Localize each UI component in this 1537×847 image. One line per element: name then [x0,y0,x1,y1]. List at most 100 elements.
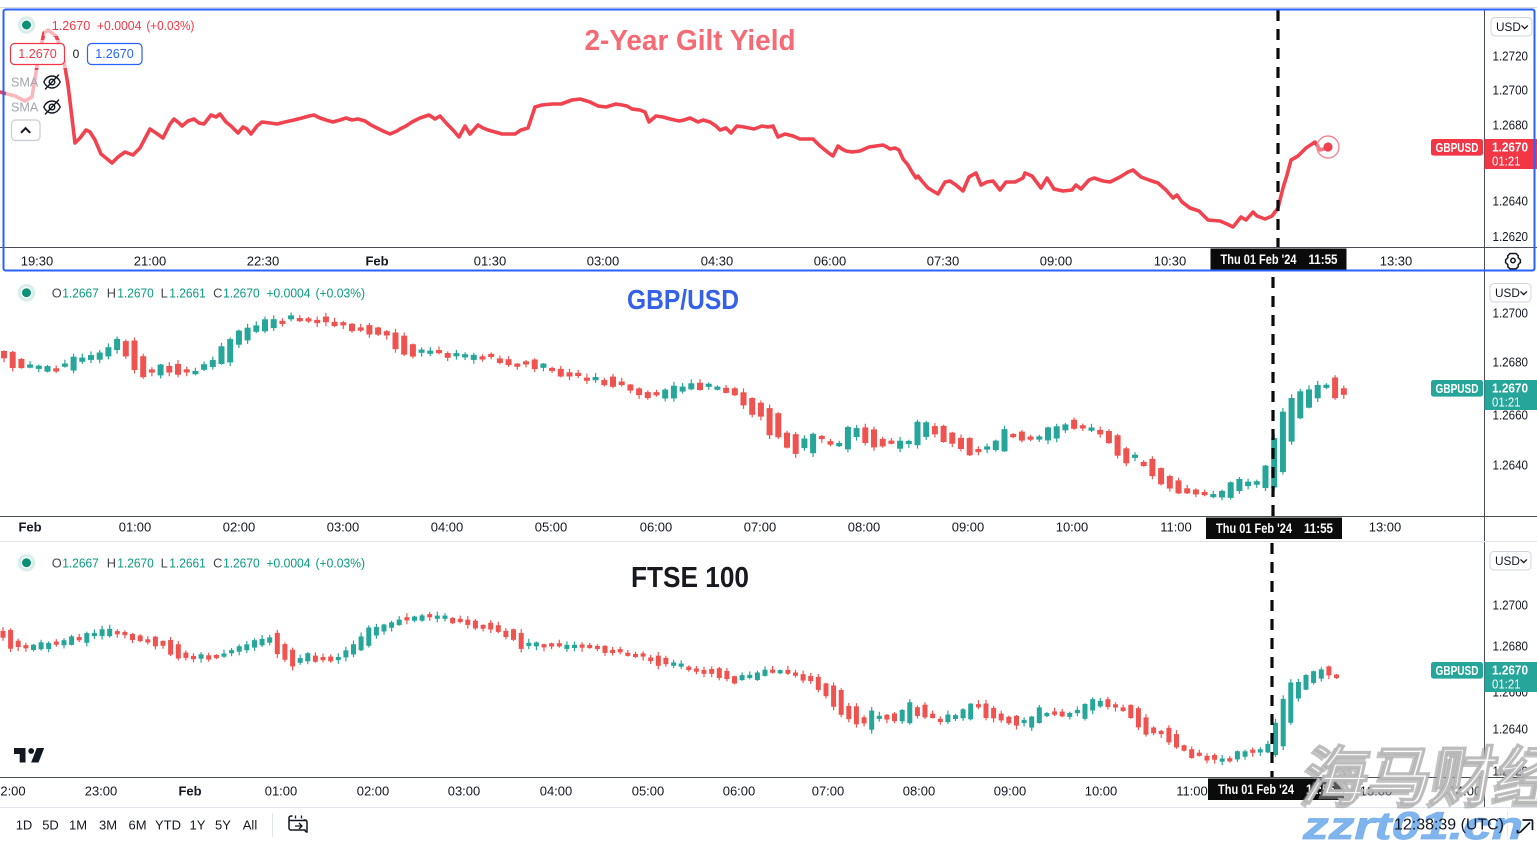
svg-text:1.2720: 1.2720 [1493,49,1529,64]
svg-text:L: L [161,286,168,301]
svg-text:02:00: 02:00 [357,784,390,799]
svg-text:YTD: YTD [155,818,181,833]
svg-text:12:38:39 (UTC): 12:38:39 (UTC) [1394,817,1504,834]
svg-text:04:30: 04:30 [701,254,734,269]
svg-text:1.2670: 1.2670 [52,19,91,33]
svg-text:07:30: 07:30 [927,254,960,269]
svg-text:SMA: SMA [11,101,39,115]
svg-text:2:00: 2:00 [0,784,25,799]
svg-text:07:00: 07:00 [744,520,777,535]
svg-text:1.2670: 1.2670 [18,47,57,61]
svg-text:Feb: Feb [365,254,388,269]
svg-text:09:00: 09:00 [994,784,1027,799]
svg-text:+0.0004: +0.0004 [267,556,311,571]
svg-text:USD: USD [1495,554,1520,568]
svg-text:09:00: 09:00 [952,520,985,535]
svg-text:C: C [213,556,222,571]
svg-text:1.2667: 1.2667 [62,556,99,571]
svg-text:03:00: 03:00 [327,520,360,535]
svg-text:+0.0004: +0.0004 [97,19,141,33]
svg-text:05:00: 05:00 [535,520,568,535]
svg-text:1.2640: 1.2640 [1493,722,1529,737]
svg-text:10:30: 10:30 [1154,254,1187,269]
svg-text:(+0.03%): (+0.03%) [316,286,366,301]
svg-text:01:21: 01:21 [1492,395,1521,409]
svg-text:01:00: 01:00 [119,520,152,535]
svg-text:04:00: 04:00 [431,520,464,535]
svg-text:07:00: 07:00 [812,784,845,799]
svg-text:GBPUSD: GBPUSD [1436,382,1479,396]
svg-text:(+0.03%): (+0.03%) [146,19,194,33]
svg-text:+0.0004: +0.0004 [267,286,311,301]
svg-text:1.2670: 1.2670 [1492,140,1528,155]
svg-text:01:30: 01:30 [474,254,507,269]
svg-text:2-Year Gilt Yield: 2-Year Gilt Yield [585,25,796,57]
svg-text:1M: 1M [69,818,87,833]
svg-text:C: C [213,286,222,301]
svg-text:All: All [243,818,258,833]
svg-text:5Y: 5Y [215,818,231,833]
svg-text:06:00: 06:00 [640,520,673,535]
svg-text:1.2670: 1.2670 [1492,663,1528,678]
svg-text:Feb: Feb [18,520,41,535]
svg-text:1.2670: 1.2670 [117,556,154,571]
svg-text:USD: USD [1495,286,1520,300]
svg-text:1.2661: 1.2661 [169,556,206,571]
svg-text:11:55: 11:55 [1309,252,1338,267]
svg-text:海马财经: 海马财经 [1299,741,1537,812]
svg-text:USD: USD [1496,20,1521,34]
svg-text:08:00: 08:00 [848,520,881,535]
svg-text:06:00: 06:00 [814,254,847,269]
svg-text:H: H [107,286,116,301]
svg-text:6M: 6M [128,818,146,833]
svg-text:Thu 01 Feb '24: Thu 01 Feb '24 [1221,252,1297,267]
svg-text:SMA: SMA [11,76,39,90]
svg-text:O: O [52,286,62,301]
svg-text:03:00: 03:00 [587,254,620,269]
svg-text:01:00: 01:00 [265,784,298,799]
svg-text:11:00: 11:00 [1176,784,1208,799]
svg-text:1.2680: 1.2680 [1493,639,1529,654]
svg-text:1.2700: 1.2700 [1493,598,1529,613]
svg-text:06:00: 06:00 [723,784,756,799]
svg-text:02:00: 02:00 [223,520,256,535]
svg-text:Feb: Feb [178,784,201,799]
svg-text:GBPUSD: GBPUSD [1436,141,1479,155]
svg-text:1.2670: 1.2670 [223,286,260,301]
svg-text:1.2680: 1.2680 [1493,355,1529,370]
svg-text:13:00: 13:00 [1369,520,1402,535]
svg-text:22:30: 22:30 [247,254,280,269]
svg-text:L: L [161,556,168,571]
svg-text:1.2700: 1.2700 [1493,306,1529,321]
svg-text:5D: 5D [42,818,59,833]
svg-text:1.2680: 1.2680 [1493,118,1529,133]
svg-text:(+0.03%): (+0.03%) [316,556,366,571]
svg-text:11:00: 11:00 [1160,520,1192,535]
svg-text:09:00: 09:00 [1040,254,1073,269]
svg-text:01:21: 01:21 [1492,677,1521,691]
svg-text:1.2670: 1.2670 [95,47,134,61]
svg-text:Thu 01 Feb '24: Thu 01 Feb '24 [1218,782,1294,797]
svg-text:0: 0 [73,47,80,61]
svg-text:3M: 3M [99,818,117,833]
svg-text:FTSE 100: FTSE 100 [631,562,749,594]
svg-text:1D: 1D [16,818,33,833]
svg-text:05:00: 05:00 [632,784,665,799]
svg-text:1.2620: 1.2620 [1493,229,1529,244]
svg-text:1.2670: 1.2670 [223,556,260,571]
svg-text:08:00: 08:00 [903,784,936,799]
svg-text:1Y: 1Y [190,818,206,833]
svg-text:23:00: 23:00 [85,784,118,799]
svg-text:1.2700: 1.2700 [1493,83,1529,98]
svg-text:H: H [107,556,116,571]
svg-text:1.2670: 1.2670 [1492,381,1528,396]
svg-text:1.2640: 1.2640 [1493,194,1529,209]
svg-text:GBPUSD: GBPUSD [1436,664,1479,678]
svg-text:01:21: 01:21 [1492,154,1521,168]
svg-text:10:00: 10:00 [1085,784,1118,799]
svg-text:Thu 01 Feb '24: Thu 01 Feb '24 [1216,521,1292,536]
svg-text:1.2640: 1.2640 [1493,458,1529,473]
svg-text:13:30: 13:30 [1380,254,1413,269]
svg-text:04:00: 04:00 [540,784,573,799]
svg-text:GBP/USD: GBP/USD [627,284,739,315]
